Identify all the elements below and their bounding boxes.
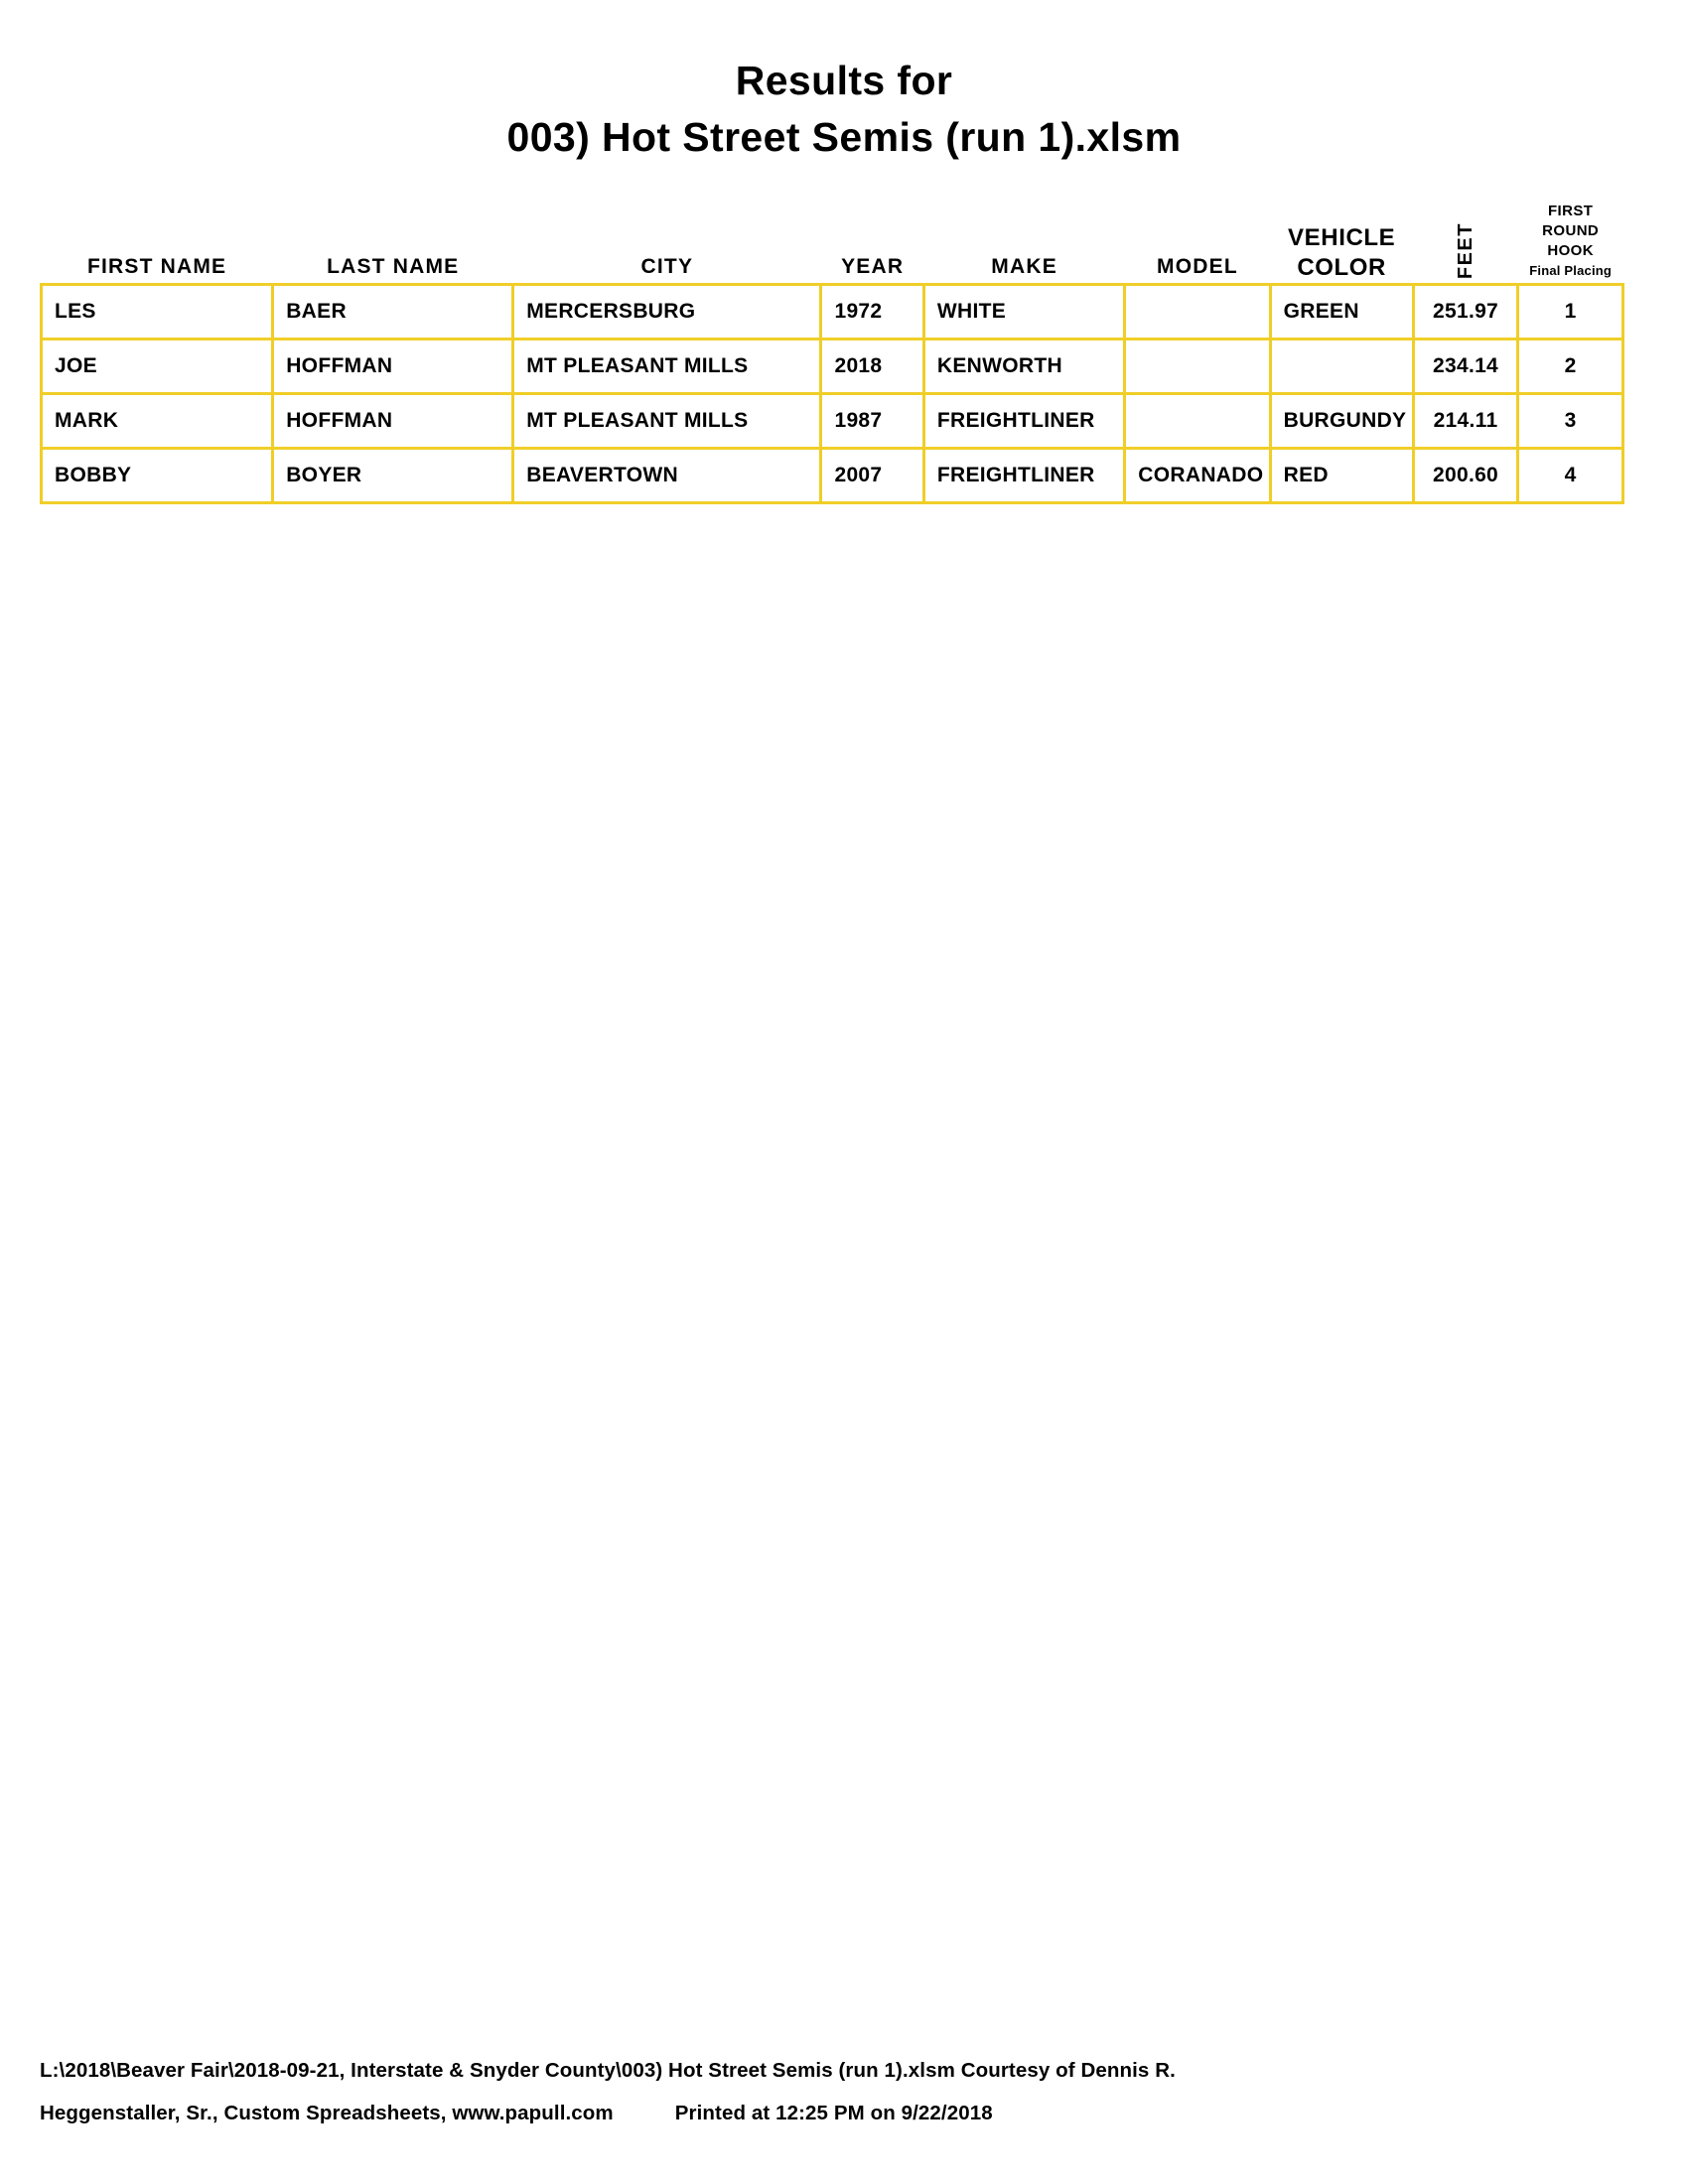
title-line-1: Results for [735,58,953,103]
cell-city: MERCERSBURG [511,283,823,341]
cell-last-name: HOFFMAN [271,392,515,450]
cell-last-name: BAER [271,283,515,341]
table-header-row: FIRST NAME LAST NAME CITY YEAR MAKE MODE… [42,202,1623,285]
title-line-2: 003) Hot Street Semis (run 1).xlsm [506,114,1182,160]
cell-placing: 3 [1516,392,1624,450]
footer-file-path: L:\2018\Beaver Fair\2018-09-21, Intersta… [40,2059,1176,2082]
cell-vehicle-color: BURGUNDY [1268,392,1415,450]
cell-placing: 2 [1516,338,1624,395]
cell-first-name: BOBBY [39,447,275,504]
table-row: LES BAER MERCERSBURG 1972 WHITE GREEN 251.97 1 [39,283,1624,341]
vehicle-color-line-2: COLOR [1297,254,1386,281]
feet-label-rotated: FEET [1455,221,1477,279]
cell-feet: 214.11 [1411,392,1520,450]
column-header-first-round-hook-final-placing: FIRST ROUND HOOK Final Placing [1518,202,1623,285]
cell-first-name: JOE [39,338,275,395]
table-row: BOBBY BOYER BEAVERTOWN 2007 FREIGHTLINER CORA… [39,447,1624,504]
cell-year: 1987 [819,392,925,450]
footer-credit: Heggenstaller, Sr., Custom Spreadsheets,… [40,2102,614,2124]
cell-last-name: BOYER [271,447,515,504]
cell-year: 2007 [819,447,925,504]
column-header-last-name: LAST NAME [327,255,460,278]
cell-vehicle-color: GREEN [1268,283,1415,341]
cell-model [1123,338,1272,395]
table-body: LES BAER MERCERSBURG 1972 WHITE GREEN 251.97 1 J… [39,283,1624,504]
cell-model [1123,392,1272,450]
footer-credit-and-print-time: Heggenstaller, Sr., Custom Spreadsheets,… [40,2092,1628,2134]
results-table: FIRST NAME LAST NAME CITY YEAR MAKE MODE… [39,202,1624,504]
cell-city: BEAVERTOWN [511,447,823,504]
cell-placing: 4 [1516,447,1624,504]
column-header-year: YEAR [841,255,905,278]
placing-line-1: FIRST ROUND [1542,203,1600,239]
column-header-make: MAKE [991,255,1057,278]
cell-city: MT PLEASANT MILLS [511,338,823,395]
table-row: MARK HOFFMAN MT PLEASANT MILLS 1987 FREIGHTL… [39,392,1624,450]
cell-last-name: HOFFMAN [271,338,515,395]
cell-make: FREIGHTLINER [921,447,1127,504]
placing-line-2: HOOK [1547,242,1594,259]
cell-year: 2018 [819,338,925,395]
cell-feet: 200.60 [1411,447,1520,504]
cell-make: FREIGHTLINER [921,392,1127,450]
column-header-vehicle-color: VEHICLE COLOR [1270,202,1413,285]
vehicle-color-line-1: VEHICLE [1288,224,1396,251]
cell-make: KENWORTH [921,338,1127,395]
page-title: Results for 003) Hot Street Semis (run 1… [0,55,1688,165]
cell-vehicle-color [1268,338,1415,395]
cell-model: CORANADO [1123,447,1272,504]
cell-feet: 234.14 [1411,338,1520,395]
column-header-feet: FEET [1413,202,1518,285]
cell-placing: 1 [1516,283,1624,341]
cell-city: MT PLEASANT MILLS [511,392,823,450]
column-header-first-name: FIRST NAME [86,255,227,278]
cell-first-name: MARK [39,392,275,450]
column-header-model: MODEL [1157,255,1238,278]
cell-model [1123,283,1272,341]
footer-print-timestamp: Printed at 12:25 PM on 9/22/2018 [674,2102,993,2124]
table-header: FIRST NAME LAST NAME CITY YEAR MAKE MODE… [42,202,1623,285]
cell-year: 1972 [819,283,925,341]
footer: L:\2018\Beaver Fair\2018-09-21, Intersta… [40,2049,1628,2134]
table-row: JOE HOFFMAN MT PLEASANT MILLS 2018 KENWORTH 2… [39,338,1624,395]
placing-line-3: Final Placing [1529,263,1613,278]
column-header-city: CITY [640,255,694,278]
cell-make: WHITE [921,283,1127,341]
cell-vehicle-color: RED [1268,447,1415,504]
cell-feet: 251.97 [1411,283,1520,341]
cell-first-name: LES [39,283,275,341]
